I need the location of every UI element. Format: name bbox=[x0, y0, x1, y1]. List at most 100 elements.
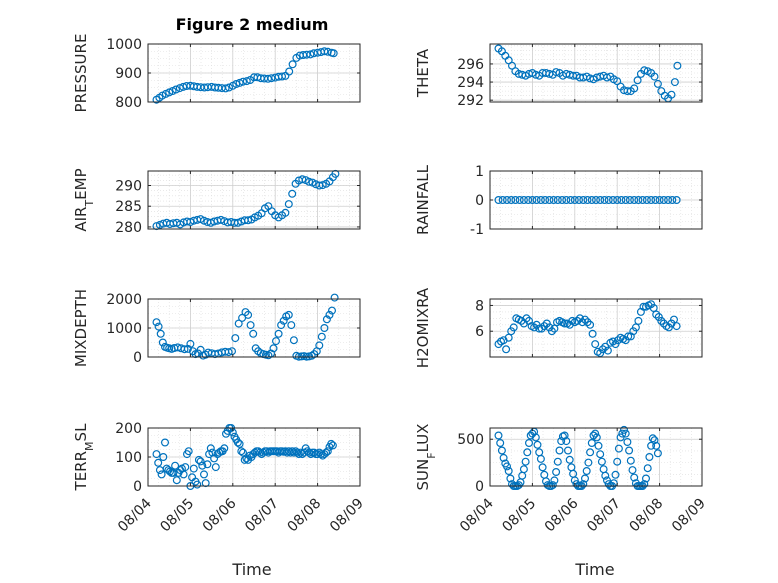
data-point bbox=[294, 450, 303, 459]
data-point bbox=[277, 321, 286, 330]
data-point bbox=[200, 470, 209, 479]
y-tick-label: 1000 bbox=[106, 321, 142, 337]
data-point bbox=[583, 318, 592, 327]
data-point bbox=[494, 431, 503, 440]
data-point bbox=[602, 476, 611, 485]
data-point bbox=[317, 450, 326, 459]
data-point bbox=[591, 429, 600, 438]
data-point bbox=[511, 196, 520, 205]
subplot-mixdepth: 0 1000 2000 MIXDEPTH bbox=[72, 289, 361, 367]
data-point bbox=[497, 446, 506, 455]
data-point bbox=[621, 196, 630, 205]
y-tick-label: 290 bbox=[115, 179, 142, 195]
data-point bbox=[670, 78, 679, 87]
data-point bbox=[642, 196, 651, 205]
data-point bbox=[672, 196, 681, 205]
data-point bbox=[643, 464, 652, 473]
data-point bbox=[509, 323, 518, 332]
data-point bbox=[598, 345, 607, 354]
data-point bbox=[669, 315, 678, 324]
data-point bbox=[239, 77, 248, 86]
data-point bbox=[640, 480, 649, 489]
data-point bbox=[499, 453, 508, 462]
data-point bbox=[240, 455, 249, 464]
data-point bbox=[302, 50, 311, 59]
data-point bbox=[249, 329, 258, 338]
y-tick-label: 1000 bbox=[106, 37, 142, 53]
data-point bbox=[614, 444, 623, 453]
data-point bbox=[287, 321, 296, 330]
data-point bbox=[224, 348, 233, 357]
data-point bbox=[587, 439, 596, 448]
data-point bbox=[161, 438, 170, 447]
data-point bbox=[498, 196, 507, 205]
data-point bbox=[647, 196, 656, 205]
data-point bbox=[672, 322, 681, 331]
y-tick-label: 285 bbox=[115, 199, 142, 215]
data-point bbox=[584, 458, 593, 467]
data-point bbox=[668, 196, 677, 205]
data-point bbox=[171, 461, 180, 470]
y-tick-label: 200 bbox=[115, 421, 142, 437]
data-point bbox=[625, 446, 634, 455]
data-point bbox=[579, 196, 588, 205]
data-point bbox=[536, 454, 545, 463]
data-point bbox=[594, 441, 603, 450]
data-point bbox=[583, 196, 592, 205]
data-point bbox=[557, 437, 566, 446]
y-tick-label: 2000 bbox=[106, 292, 142, 308]
data-point bbox=[540, 322, 549, 331]
y-tick-label: 0 bbox=[133, 479, 142, 495]
data-point bbox=[504, 467, 513, 476]
data-point bbox=[507, 196, 516, 205]
data-point bbox=[156, 329, 165, 338]
y-tick-label: 900 bbox=[115, 66, 142, 82]
data-point bbox=[239, 448, 248, 457]
data-point bbox=[640, 66, 649, 75]
data-point bbox=[611, 340, 620, 349]
data-point bbox=[330, 293, 339, 302]
data-point bbox=[523, 448, 532, 457]
data-point bbox=[638, 196, 647, 205]
data-point bbox=[172, 476, 181, 485]
data-point bbox=[591, 340, 600, 349]
data-point bbox=[235, 439, 244, 448]
axes-box bbox=[489, 43, 703, 103]
data-point bbox=[611, 470, 620, 479]
axes-box bbox=[489, 298, 703, 358]
data-point bbox=[496, 439, 505, 448]
data-point bbox=[172, 85, 181, 94]
data-point bbox=[580, 474, 589, 483]
data-point bbox=[608, 337, 617, 346]
data-point bbox=[633, 76, 642, 85]
data-point bbox=[494, 340, 503, 349]
data-point bbox=[565, 455, 574, 464]
y-tick-label: 1 bbox=[475, 164, 484, 180]
data-point bbox=[641, 474, 650, 483]
data-point bbox=[597, 457, 606, 466]
data-point bbox=[655, 196, 664, 205]
data-point bbox=[154, 458, 163, 467]
data-point bbox=[225, 83, 234, 92]
y-axis-label: THETA bbox=[414, 48, 432, 98]
data-point bbox=[228, 347, 237, 356]
data-point bbox=[613, 336, 622, 345]
data-point bbox=[537, 324, 546, 333]
data-point bbox=[328, 441, 337, 450]
data-point bbox=[623, 438, 632, 447]
y-tick-label: 8 bbox=[475, 298, 484, 314]
data-point bbox=[180, 345, 189, 354]
data-point bbox=[619, 425, 628, 434]
subplot-h2omixra: 6 8 H2OMIXRA bbox=[414, 287, 703, 368]
data-point bbox=[206, 444, 215, 453]
data-point bbox=[328, 306, 337, 315]
y-tick-label: 800 bbox=[115, 95, 142, 111]
data-point bbox=[322, 448, 331, 457]
data-point bbox=[563, 446, 572, 455]
data-point bbox=[152, 450, 161, 459]
data-point bbox=[553, 457, 562, 466]
data-point bbox=[220, 444, 229, 453]
data-point bbox=[588, 329, 597, 338]
data-point bbox=[603, 346, 612, 355]
